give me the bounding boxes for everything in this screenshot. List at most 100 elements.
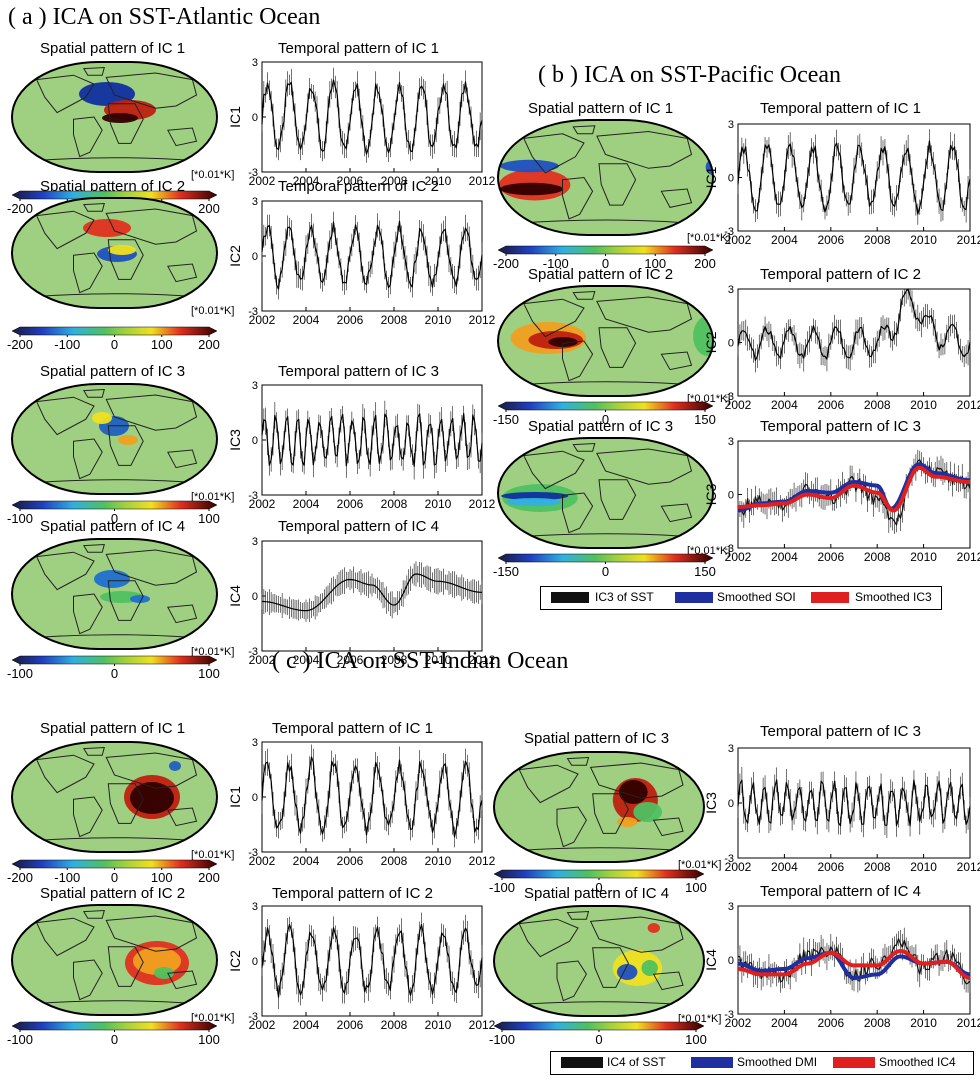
continent-outline (35, 74, 95, 114)
map-border (11, 61, 218, 173)
x-tick-label: 2010 (425, 313, 452, 327)
x-tick-label: 2010 (910, 1016, 937, 1030)
y-tick-label: 3 (728, 436, 734, 448)
continent-outline (105, 394, 198, 431)
unit-label: [*0.01*K] (191, 849, 234, 861)
continent-outline (562, 176, 594, 220)
y-tick-label: -3 (248, 847, 258, 859)
continent-outline (652, 817, 684, 837)
colorbar-tick-label: 0 (602, 256, 609, 271)
legend-swatch (551, 592, 589, 603)
continent-outline (82, 746, 105, 756)
y-axis-label: IC3 (227, 429, 243, 451)
antarctica-outline (28, 157, 201, 162)
x-tick-label: 2006 (337, 854, 364, 868)
anomaly-blob (501, 492, 569, 500)
continent-outline (105, 72, 198, 109)
x-tick-label: 2010 (910, 233, 937, 247)
legend-swatch (675, 592, 713, 603)
antarctica-outline (515, 533, 696, 538)
anomaly-blob (647, 923, 660, 933)
continent-outline (105, 549, 198, 586)
antarctica-outline (28, 293, 201, 298)
unit-label: [*0.01*K] (191, 491, 234, 503)
continent-outline (107, 580, 144, 621)
x-tick-label: 2012 (957, 233, 980, 247)
legend-swatch (833, 1057, 875, 1068)
x-tick-label: 2012 (469, 313, 496, 327)
x-tick-label: 2012 (469, 497, 496, 511)
anomaly-blob (500, 159, 559, 173)
continent-outline (82, 543, 105, 553)
ocean-area (12, 742, 217, 852)
y-tick-label: 0 (728, 798, 734, 810)
chart-title: Temporal pattern of IC 3 (760, 723, 921, 740)
legend-label: IC4 of SST (607, 1055, 666, 1069)
anomaly-blob (108, 245, 136, 255)
continent-outline (105, 752, 198, 789)
ocean-area (12, 384, 217, 494)
continent-outline (107, 425, 144, 466)
anomaly-blob (633, 802, 662, 822)
anomaly-blob (641, 960, 658, 976)
series-line (737, 288, 971, 361)
y-tick-label: 0 (728, 955, 734, 967)
continent-outline (572, 290, 596, 300)
map-title: Spatial pattern of IC 2 (40, 885, 186, 902)
continent-outline (596, 130, 693, 169)
continent-outline (562, 492, 594, 534)
continent-outline (167, 807, 198, 827)
colorbar-tick-label: -100 (489, 880, 515, 895)
y-tick-label: 3 (252, 737, 258, 749)
continent-outline (566, 756, 590, 766)
section-title-b: ( b ) ICA on SST-Pacific Ocean (538, 62, 842, 88)
colorbar-tick-label: 150 (694, 564, 716, 579)
colorbar-tick-label: 0 (111, 337, 118, 352)
y-axis-label: IC1 (227, 786, 243, 808)
chart-title: Temporal pattern of IC 4 (760, 883, 921, 900)
y-tick-label: -3 (724, 391, 734, 403)
x-tick-label: 2002 (725, 1016, 752, 1030)
x-tick-label: 2008 (381, 313, 408, 327)
y-tick-label: 0 (252, 591, 258, 603)
y-tick-label: 3 (252, 536, 258, 548)
colorbar-tick-label: 0 (602, 412, 609, 427)
y-tick-label: 3 (728, 284, 734, 296)
antarctica-outline (28, 1000, 201, 1005)
anomaly-blob (548, 337, 578, 347)
continent-outline (596, 296, 693, 333)
unit-label: [*0.01*K] (191, 305, 234, 317)
x-tick-label: 2004 (771, 1016, 798, 1030)
continent-outline (167, 127, 198, 147)
y-tick-label: 3 (728, 119, 734, 131)
chart-title: Temporal pattern of IC 2 (760, 266, 921, 283)
anomaly-blob (79, 82, 135, 106)
continent-outline (107, 946, 144, 987)
series-line (261, 756, 483, 838)
x-tick-label: 2004 (293, 313, 320, 327)
colorbar-tick-label: 0 (111, 1032, 118, 1047)
continent-outline (589, 762, 684, 799)
x-tick-label: 2010 (425, 1018, 452, 1032)
continent-outline (35, 396, 95, 436)
unit-label: [*0.01*K] (687, 232, 730, 244)
x-tick-label: 2012 (469, 854, 496, 868)
x-tick-label: 2006 (817, 550, 844, 564)
continent-outline (167, 604, 198, 624)
legend-swatch (561, 1057, 603, 1068)
x-tick-label: 2004 (293, 653, 320, 667)
colorbar-tick-label: 200 (198, 870, 220, 885)
world-map: [*0.01*K] -200 -100 0 100 200 (7, 197, 234, 352)
continent-outline (167, 449, 198, 469)
continent-outline (518, 764, 579, 804)
chart-title: Temporal pattern of IC 2 (278, 178, 439, 195)
x-tick-label: 2004 (293, 854, 320, 868)
x-tick-label: 2008 (381, 174, 408, 188)
anomaly-blob (92, 412, 112, 424)
anomaly-blob (506, 498, 561, 506)
map-border (11, 741, 218, 853)
x-tick-label: 2002 (725, 860, 752, 874)
chart-title: Temporal pattern of IC 1 (272, 720, 433, 737)
y-tick-label: 3 (728, 901, 734, 913)
